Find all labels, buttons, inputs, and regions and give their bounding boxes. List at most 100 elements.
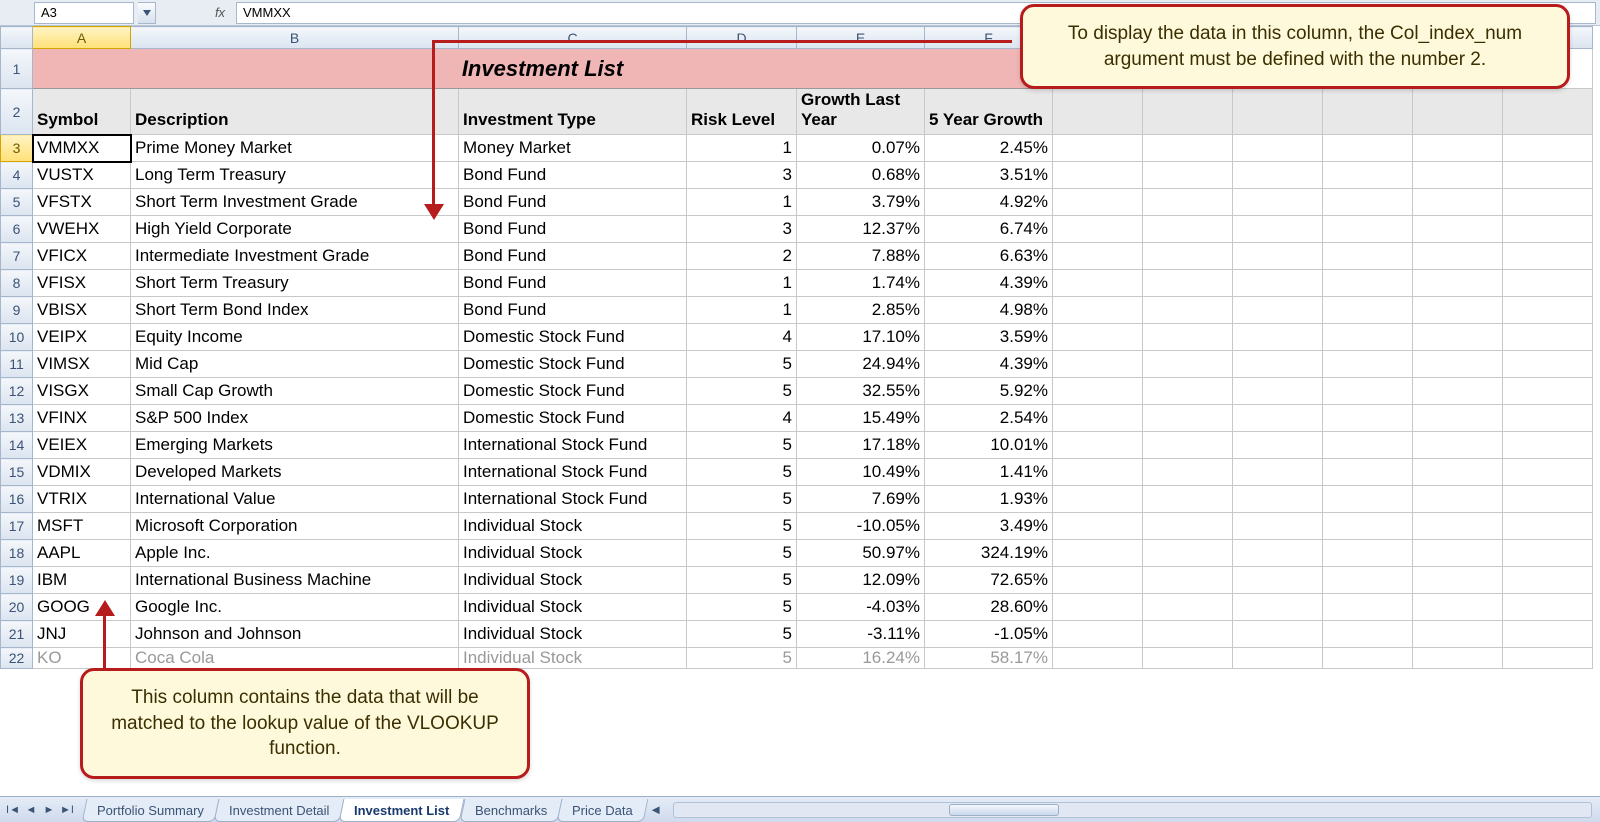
cell-C16[interactable]: International Stock Fund	[459, 486, 687, 513]
cell-blank[interactable]	[1323, 405, 1413, 432]
cell-blank[interactable]	[1053, 540, 1143, 567]
cell-blank[interactable]	[1143, 432, 1233, 459]
cell-F11[interactable]: 4.39%	[925, 351, 1053, 378]
cell-D8[interactable]: 1	[687, 270, 797, 297]
cell-blank[interactable]	[1143, 513, 1233, 540]
row-header-2[interactable]: 2	[1, 89, 33, 135]
cell-A22[interactable]: KO	[33, 648, 131, 669]
title-cell[interactable]: Investment List	[33, 49, 1053, 89]
cell-blank[interactable]	[1143, 567, 1233, 594]
row-header-5[interactable]: 5	[1, 189, 33, 216]
cell-D14[interactable]: 5	[687, 432, 797, 459]
cell-D15[interactable]: 5	[687, 459, 797, 486]
cell-blank[interactable]	[1413, 135, 1503, 162]
cell-E16[interactable]: 7.69%	[797, 486, 925, 513]
cell-blank[interactable]	[1143, 405, 1233, 432]
cell-blank[interactable]	[1413, 351, 1503, 378]
cell-A15[interactable]: VDMIX	[33, 459, 131, 486]
col-header-A[interactable]: A	[33, 27, 131, 49]
cell-blank[interactable]	[1323, 378, 1413, 405]
cell-A13[interactable]: VFINX	[33, 405, 131, 432]
cell-blank[interactable]	[1143, 89, 1233, 135]
cell-blank[interactable]	[1413, 594, 1503, 621]
cell-blank[interactable]	[1503, 324, 1593, 351]
cell-D7[interactable]: 2	[687, 243, 797, 270]
cell-blank[interactable]	[1413, 324, 1503, 351]
cell-B17[interactable]: Microsoft Corporation	[131, 513, 459, 540]
cell-blank[interactable]	[1503, 432, 1593, 459]
cell-blank[interactable]	[1053, 432, 1143, 459]
row-header-21[interactable]: 21	[1, 621, 33, 648]
cell-E10[interactable]: 17.10%	[797, 324, 925, 351]
row-header-3[interactable]: 3	[1, 135, 33, 162]
cell-D20[interactable]: 5	[687, 594, 797, 621]
cell-E3[interactable]: 0.07%	[797, 135, 925, 162]
column-header-3[interactable]: Risk Level	[687, 89, 797, 135]
cell-C9[interactable]: Bond Fund	[459, 297, 687, 324]
cell-blank[interactable]	[1233, 621, 1323, 648]
cell-blank[interactable]	[1323, 459, 1413, 486]
cell-C3[interactable]: Money Market	[459, 135, 687, 162]
cell-C19[interactable]: Individual Stock	[459, 567, 687, 594]
cell-D18[interactable]: 5	[687, 540, 797, 567]
cell-F17[interactable]: 3.49%	[925, 513, 1053, 540]
cell-F9[interactable]: 4.98%	[925, 297, 1053, 324]
cell-B19[interactable]: International Business Machine	[131, 567, 459, 594]
cell-blank[interactable]	[1233, 513, 1323, 540]
cell-blank[interactable]	[1503, 513, 1593, 540]
cell-blank[interactable]	[1323, 567, 1413, 594]
cell-B12[interactable]: Small Cap Growth	[131, 378, 459, 405]
cell-blank[interactable]	[1233, 297, 1323, 324]
name-box-dropdown[interactable]	[138, 2, 156, 24]
cell-blank[interactable]	[1503, 648, 1593, 669]
cell-blank[interactable]	[1143, 216, 1233, 243]
cell-blank[interactable]	[1053, 324, 1143, 351]
cell-blank[interactable]	[1323, 89, 1413, 135]
cell-blank[interactable]	[1233, 648, 1323, 669]
cell-blank[interactable]	[1413, 189, 1503, 216]
row-header-12[interactable]: 12	[1, 378, 33, 405]
cell-B21[interactable]: Johnson and Johnson	[131, 621, 459, 648]
cell-blank[interactable]	[1053, 89, 1143, 135]
cell-blank[interactable]	[1413, 459, 1503, 486]
horizontal-scrollbar-thumb[interactable]	[949, 804, 1059, 816]
cell-blank[interactable]	[1053, 405, 1143, 432]
cell-D6[interactable]: 3	[687, 216, 797, 243]
cell-F13[interactable]: 2.54%	[925, 405, 1053, 432]
cell-C8[interactable]: Bond Fund	[459, 270, 687, 297]
cell-D22[interactable]: 5	[687, 648, 797, 669]
worksheet-grid[interactable]: ABCDEFGHIJKL1Investment List2SymbolDescr…	[0, 26, 1593, 669]
tab-first-button[interactable]: I◄	[4, 801, 22, 819]
cell-A3[interactable]: VMMXX	[33, 135, 131, 162]
cell-D11[interactable]: 5	[687, 351, 797, 378]
cell-blank[interactable]	[1323, 243, 1413, 270]
cell-blank[interactable]	[1143, 621, 1233, 648]
sheet-tab-investment-detail[interactable]: Investment Detail	[213, 799, 344, 822]
tab-next-button[interactable]: ►	[40, 801, 58, 819]
cell-blank[interactable]	[1143, 486, 1233, 513]
cell-C10[interactable]: Domestic Stock Fund	[459, 324, 687, 351]
cell-blank[interactable]	[1053, 648, 1143, 669]
cell-blank[interactable]	[1323, 540, 1413, 567]
cell-blank[interactable]	[1323, 513, 1413, 540]
cell-C6[interactable]: Bond Fund	[459, 216, 687, 243]
cell-D13[interactable]: 4	[687, 405, 797, 432]
cell-E6[interactable]: 12.37%	[797, 216, 925, 243]
sheet-tab-portfolio-summary[interactable]: Portfolio Summary	[82, 799, 220, 822]
cell-blank[interactable]	[1503, 405, 1593, 432]
row-header-4[interactable]: 4	[1, 162, 33, 189]
cell-C17[interactable]: Individual Stock	[459, 513, 687, 540]
cell-A5[interactable]: VFSTX	[33, 189, 131, 216]
cell-A9[interactable]: VBISX	[33, 297, 131, 324]
cell-A20[interactable]: GOOG	[33, 594, 131, 621]
cell-F10[interactable]: 3.59%	[925, 324, 1053, 351]
cell-blank[interactable]	[1053, 243, 1143, 270]
row-header-14[interactable]: 14	[1, 432, 33, 459]
cell-blank[interactable]	[1413, 432, 1503, 459]
cell-A4[interactable]: VUSTX	[33, 162, 131, 189]
cell-blank[interactable]	[1233, 459, 1323, 486]
column-header-2[interactable]: Investment Type	[459, 89, 687, 135]
cell-blank[interactable]	[1413, 567, 1503, 594]
column-header-1[interactable]: Description	[131, 89, 459, 135]
cell-A11[interactable]: VIMSX	[33, 351, 131, 378]
